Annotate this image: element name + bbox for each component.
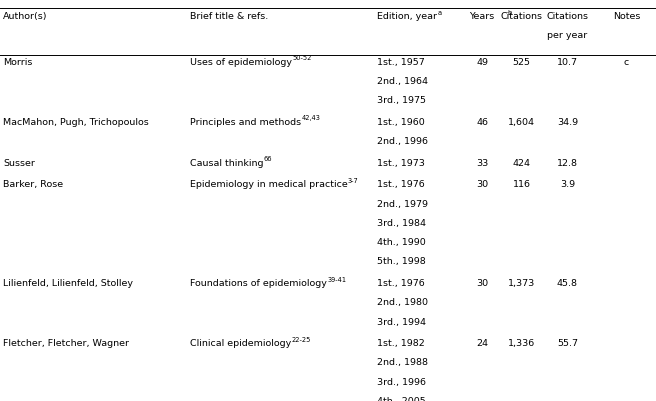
Text: 1st., 1982: 1st., 1982 — [377, 339, 425, 348]
Text: 1st., 1976: 1st., 1976 — [377, 279, 425, 288]
Text: Edition, year: Edition, year — [377, 12, 437, 21]
Text: 46: 46 — [476, 118, 488, 127]
Text: per year: per year — [547, 31, 588, 40]
Text: Morris: Morris — [3, 58, 33, 67]
Text: 1,336: 1,336 — [508, 339, 535, 348]
Text: Foundations of epidemiology: Foundations of epidemiology — [190, 279, 327, 288]
Text: 1st., 1960: 1st., 1960 — [377, 118, 425, 127]
Text: 3rd., 1996: 3rd., 1996 — [377, 378, 426, 387]
Text: Susser: Susser — [3, 159, 35, 168]
Text: Fletcher, Fletcher, Wagner: Fletcher, Fletcher, Wagner — [3, 339, 129, 348]
Text: Citations: Citations — [501, 12, 543, 21]
Text: 24: 24 — [476, 339, 488, 348]
Text: 3.9: 3.9 — [560, 180, 575, 189]
Text: Years: Years — [470, 12, 495, 21]
Text: 3rd., 1975: 3rd., 1975 — [377, 96, 426, 105]
Text: Author(s): Author(s) — [3, 12, 48, 21]
Text: 1st., 1976: 1st., 1976 — [377, 180, 425, 189]
Text: 49: 49 — [476, 58, 488, 67]
Text: 2nd., 1979: 2nd., 1979 — [377, 200, 428, 209]
Text: 22-25: 22-25 — [291, 337, 311, 343]
Text: 3rd., 1984: 3rd., 1984 — [377, 219, 426, 228]
Text: 525: 525 — [512, 58, 531, 67]
Text: Causal thinking: Causal thinking — [190, 159, 264, 168]
Text: 45.8: 45.8 — [557, 279, 578, 288]
Text: 424: 424 — [512, 159, 531, 168]
Text: 30: 30 — [476, 279, 488, 288]
Text: 4th., 2005: 4th., 2005 — [377, 397, 426, 401]
Text: Uses of epidemiology: Uses of epidemiology — [190, 58, 292, 67]
Text: Barker, Rose: Barker, Rose — [3, 180, 64, 189]
Text: 42,43: 42,43 — [301, 115, 320, 122]
Text: 116: 116 — [512, 180, 531, 189]
Text: 5th., 1998: 5th., 1998 — [377, 257, 426, 266]
Text: a: a — [437, 10, 441, 16]
Text: 3-7: 3-7 — [348, 178, 359, 184]
Text: 2nd., 1964: 2nd., 1964 — [377, 77, 428, 86]
Text: 55.7: 55.7 — [557, 339, 578, 348]
Text: 50-52: 50-52 — [292, 55, 312, 61]
Text: 39-41: 39-41 — [327, 277, 346, 283]
Text: 10.7: 10.7 — [557, 58, 578, 67]
Text: 1,373: 1,373 — [508, 279, 535, 288]
Text: Notes: Notes — [613, 12, 640, 21]
Text: b: b — [507, 10, 512, 16]
Text: MacMahon, Pugh, Trichopoulos: MacMahon, Pugh, Trichopoulos — [3, 118, 149, 127]
Text: 2nd., 1988: 2nd., 1988 — [377, 358, 428, 367]
Text: 4th., 1990: 4th., 1990 — [377, 238, 426, 247]
Text: 12.8: 12.8 — [557, 159, 578, 168]
Text: 3rd., 1994: 3rd., 1994 — [377, 318, 426, 326]
Text: 66: 66 — [264, 156, 272, 162]
Text: 2nd., 1996: 2nd., 1996 — [377, 137, 428, 146]
Text: Citations: Citations — [546, 12, 588, 21]
Text: Epidemiology in medical practice: Epidemiology in medical practice — [190, 180, 348, 189]
Text: Brief title & refs.: Brief title & refs. — [190, 12, 268, 21]
Text: Principles and methods: Principles and methods — [190, 118, 301, 127]
Text: 30: 30 — [476, 180, 488, 189]
Text: Clinical epidemiology: Clinical epidemiology — [190, 339, 291, 348]
Text: 1,604: 1,604 — [508, 118, 535, 127]
Text: 1st., 1973: 1st., 1973 — [377, 159, 425, 168]
Text: 2nd., 1980: 2nd., 1980 — [377, 298, 428, 307]
Text: c: c — [624, 58, 629, 67]
Text: 33: 33 — [476, 159, 488, 168]
Text: 34.9: 34.9 — [557, 118, 578, 127]
Text: 1st., 1957: 1st., 1957 — [377, 58, 425, 67]
Text: Lilienfeld, Lilienfeld, Stolley: Lilienfeld, Lilienfeld, Stolley — [3, 279, 133, 288]
